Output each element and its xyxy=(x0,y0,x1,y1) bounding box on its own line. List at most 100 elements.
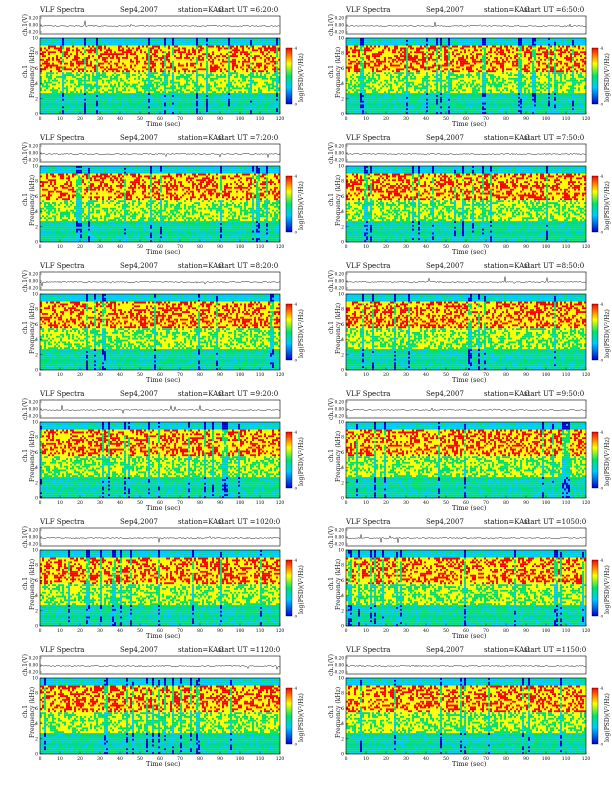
y-tick-label: 8 xyxy=(341,179,344,185)
x-tick-label: 50 xyxy=(443,372,449,378)
waveform-trace xyxy=(39,535,281,543)
panel-start-ut: start UT =6:20:0 xyxy=(218,6,278,14)
panel-title: VLF Spectra xyxy=(40,518,84,526)
y-tick-label: 4 xyxy=(35,81,38,87)
y-tick-label: 2 xyxy=(341,96,344,102)
y-tick-label: 6 xyxy=(35,578,38,584)
colorbar: -4 -9 xyxy=(285,559,298,619)
time-axis-label: Time (sec) xyxy=(146,505,180,512)
x-tick-label: 70 xyxy=(177,372,183,378)
x-tick-label: 0 xyxy=(39,116,42,122)
y-tick-label: 2 xyxy=(35,224,38,230)
y-tick-label: 10 xyxy=(338,164,344,170)
x-tick-label: 90 xyxy=(217,756,223,762)
colorbar-tick-label: -9 xyxy=(600,743,604,747)
x-tick-label: 60 xyxy=(157,244,163,250)
frequency-axis-label: Frequency (kHz) xyxy=(29,559,36,610)
y-tick-label: 10 xyxy=(338,676,344,682)
x-tick-label: 0 xyxy=(39,628,42,634)
colorbar-tick-label: -4 xyxy=(294,303,298,307)
x-tick-label: 20 xyxy=(383,756,389,762)
x-tick-label: 0 xyxy=(345,116,348,122)
colorbar-label: log(PSD)(V²/Hz) xyxy=(604,693,611,742)
y-tick-label: 8 xyxy=(341,691,344,697)
x-tick-label: 110 xyxy=(256,756,265,762)
x-tick-label: 90 xyxy=(217,372,223,378)
panel-date: Sep4,2007 xyxy=(120,6,158,14)
time-axis-label: Time (sec) xyxy=(146,377,180,384)
panel-date: Sep4,2007 xyxy=(426,518,464,526)
colorbar-tick-label: -9 xyxy=(294,103,298,107)
y-tick-label: 6 xyxy=(35,194,38,200)
y-tick-label: 4 xyxy=(35,337,38,343)
spectrum-channel-label: ch.1 xyxy=(22,193,29,206)
x-tick-label: 80 xyxy=(197,756,203,762)
spectrum-channel-label: ch.1 xyxy=(328,321,335,334)
y-tick-label: 2 xyxy=(341,224,344,230)
x-tick-label: 0 xyxy=(345,756,348,762)
x-tick-label: 120 xyxy=(582,500,591,506)
x-tick-label: 20 xyxy=(383,500,389,506)
waveform-tick-label: 0.00 xyxy=(29,535,39,540)
waveform-tick-label: 0.20 xyxy=(29,16,39,21)
waveform-trace xyxy=(345,407,587,412)
panel-start-ut: start UT =1020:0 xyxy=(218,518,280,526)
x-tick-label: 10 xyxy=(57,116,63,122)
x-tick-label: 80 xyxy=(197,628,203,634)
panel-title: VLF Spectra xyxy=(346,134,390,142)
frequency-axis-label: Frequency (kHz) xyxy=(335,687,342,738)
x-tick-label: 10 xyxy=(363,244,369,250)
y-tick-label: 6 xyxy=(341,706,344,712)
x-tick-label: 100 xyxy=(542,372,551,378)
panel-date: Sep4,2007 xyxy=(426,262,464,270)
y-tick-label: 8 xyxy=(341,307,344,313)
colorbar-label: log(PSD)(V²/Hz) xyxy=(604,53,611,102)
colorbar: -4 -9 xyxy=(285,175,298,235)
x-tick-label: 110 xyxy=(562,500,571,506)
waveform-y-label: ch.1(V) xyxy=(328,14,335,36)
spectrogram-panel: VLF Spectra Sep4,2007 station=KAG start UT … xyxy=(306,644,612,771)
y-tick-label: 0 xyxy=(35,112,38,118)
x-tick-label: 100 xyxy=(236,628,245,634)
waveform-tick-label: 0.20 xyxy=(29,400,39,405)
y-tick-label: 10 xyxy=(32,36,38,42)
y-tick-label: 8 xyxy=(35,179,38,185)
x-tick-label: 120 xyxy=(582,116,591,122)
waveform-tick-label: 0.20 xyxy=(335,656,345,661)
waveform-axes: 0.20 0.00 -0.20 xyxy=(27,400,281,419)
y-tick-label: 10 xyxy=(32,548,38,554)
y-tick-label: 10 xyxy=(338,420,344,426)
x-tick-label: 0 xyxy=(345,500,348,506)
y-tick-label: 2 xyxy=(35,352,38,358)
x-tick-label: 0 xyxy=(345,628,348,634)
y-tick-label: 4 xyxy=(341,81,344,87)
waveform-axes: 0.20 0.00 -0.20 xyxy=(333,144,587,163)
spectrogram-panel: VLF Spectra Sep4,2007 station=KAG start UT … xyxy=(0,132,306,259)
y-tick-label: 2 xyxy=(341,736,344,742)
x-tick-label: 120 xyxy=(276,628,285,634)
y-tick-label: 6 xyxy=(35,706,38,712)
y-tick-label: 6 xyxy=(341,66,344,72)
x-tick-label: 100 xyxy=(236,244,245,250)
x-tick-label: 40 xyxy=(423,756,429,762)
x-tick-label: 10 xyxy=(363,116,369,122)
x-tick-label: 50 xyxy=(443,628,449,634)
waveform-tick-label: 0.20 xyxy=(335,528,345,533)
panel-start-ut: start UT =6:50:0 xyxy=(524,6,584,14)
x-tick-label: 50 xyxy=(137,756,143,762)
frequency-axis-label: Frequency (kHz) xyxy=(335,559,342,610)
y-tick-label: 8 xyxy=(35,563,38,569)
waveform-tick-label: 0.00 xyxy=(29,663,39,668)
frequency-axis-label: Frequency (kHz) xyxy=(335,47,342,98)
waveform-tick-label: 0.00 xyxy=(335,23,345,28)
colorbar-tick-label: -9 xyxy=(600,359,604,363)
waveform-y-label: ch.1(V) xyxy=(22,526,29,548)
x-tick-label: 120 xyxy=(276,756,285,762)
panel-station: station=KAG xyxy=(484,134,530,142)
